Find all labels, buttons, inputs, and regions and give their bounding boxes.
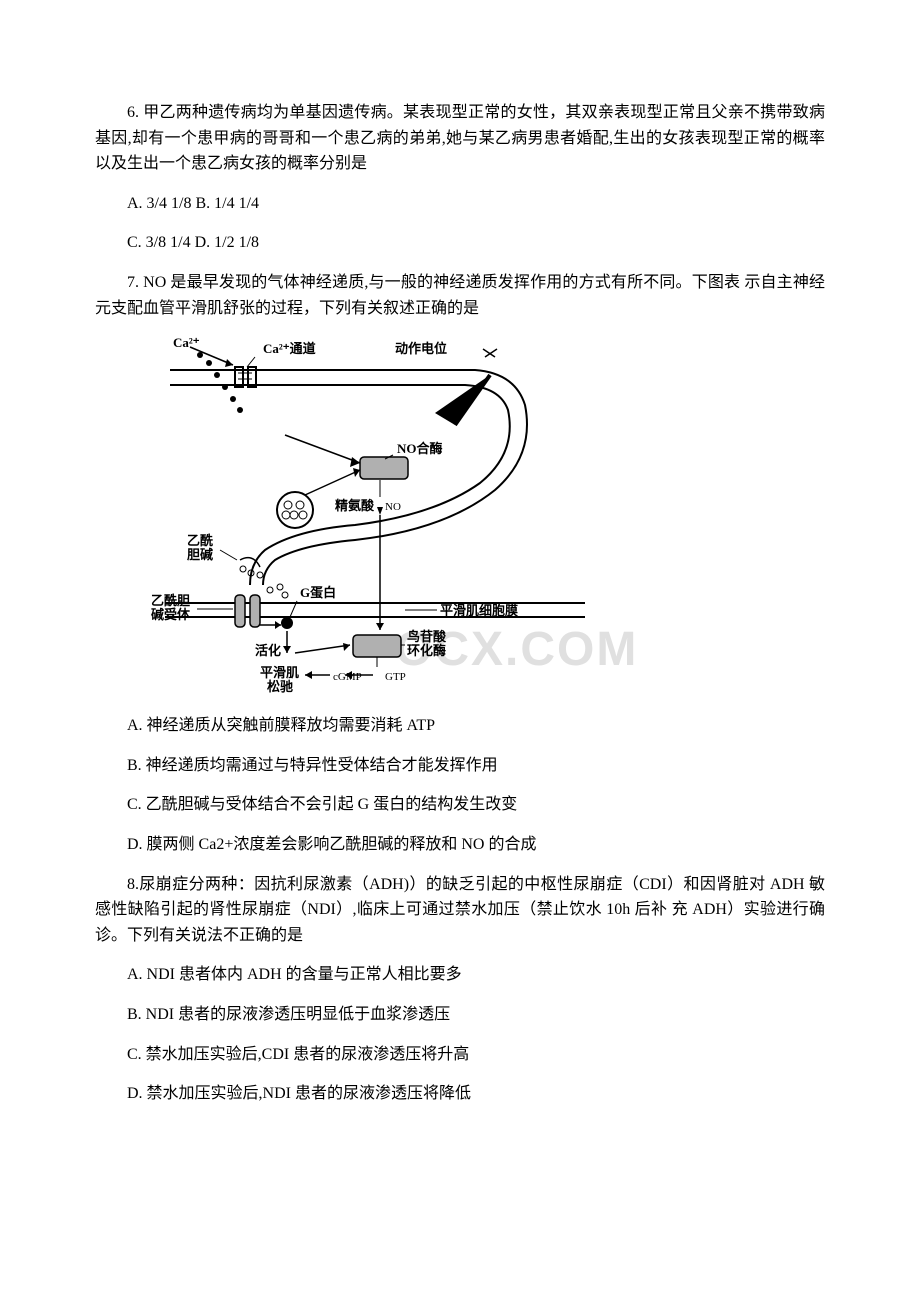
q8-option-c: C. 禁水加压实验后,CDI 患者的尿液渗透压将升高 <box>95 1042 825 1068</box>
ca2channel-label: Ca²⁺通道 <box>263 341 316 356</box>
arginine-label: 精氨酸 <box>335 498 375 513</box>
ach-label-1: 乙酰 <box>187 533 213 548</box>
q6-options-ab: A. 3/4 1/8 B. 1/4 1/4 <box>95 191 825 217</box>
guanylate-label-2: 环化酶 <box>407 643 446 658</box>
ach-label-2: 胆碱 <box>187 547 213 562</box>
ca2plus-label: Ca²⁺ <box>173 335 200 350</box>
q8-option-d: D. 禁水加压实验后,NDI 患者的尿液渗透压将降低 <box>95 1081 825 1107</box>
no-label: NO <box>385 501 401 513</box>
q7-option-a: A. 神经递质从突触前膜释放均需要消耗 ATP <box>95 713 825 739</box>
smooth-membrane-label: 平滑肌细胞膜 <box>440 603 518 618</box>
q6-stem: 6. 甲乙两种遗传病均为单基因遗传病。某表现型正常的女性，其双亲表现型正常且父亲… <box>95 100 825 177</box>
q7-diagram: OCX.COM Ca²⁺ Ca²⁺通道 动作电位 NO合酶 <box>145 335 825 695</box>
cgmp-label: cGMP <box>333 671 362 683</box>
q7-option-c: C. 乙酰胆碱与受体结合不会引起 G 蛋白的结构发生改变 <box>95 792 825 818</box>
action-potential-label: 动作电位 <box>395 341 447 356</box>
g-protein-label: G蛋白 <box>300 585 336 600</box>
q7-stem: 7. NO 是最早发现的气体神经递质,与一般的神经递质发挥作用的方式有所不同。下… <box>95 270 825 321</box>
ach-receptor-label-1: 乙酰胆 <box>151 593 190 608</box>
q7-option-b: B. 神经递质均需通过与特异性受体结合才能发挥作用 <box>95 753 825 779</box>
activate-label: 活化 <box>255 643 281 658</box>
ach-receptor-label-2: 碱受体 <box>151 607 191 622</box>
no-enzyme-label: NO合酶 <box>397 441 443 456</box>
q8-stem: 8.尿崩症分两种：因抗利尿激素（ADH)）的缺乏引起的中枢性尿崩症（CDI）和因… <box>95 872 825 949</box>
gtp-label: GTP <box>385 671 406 683</box>
q7-option-d: D. 膜两侧 Ca2+浓度差会影响乙酰胆碱的释放和 NO 的合成 <box>95 832 825 858</box>
q8-option-a: A. NDI 患者体内 ADH 的含量与正常人相比要多 <box>95 962 825 988</box>
relax-label-1: 平滑肌 <box>260 665 299 680</box>
q6-options-cd: C. 3/8 1/4 D. 1/2 1/8 <box>95 230 825 256</box>
q8-option-b: B. NDI 患者的尿液渗透压明显低于血浆渗透压 <box>95 1002 825 1028</box>
relax-label-2: 松驰 <box>267 679 293 694</box>
guanylate-label-1: 鸟苷酸 <box>407 629 447 644</box>
